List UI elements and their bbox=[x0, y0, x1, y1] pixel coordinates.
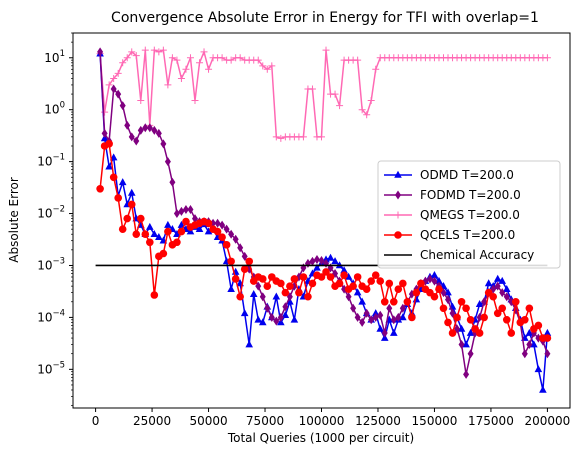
data-point bbox=[404, 298, 412, 306]
data-point bbox=[349, 282, 357, 290]
x-tick-label: 200000 bbox=[525, 414, 571, 428]
data-point bbox=[449, 329, 457, 337]
data-point bbox=[286, 282, 294, 290]
data-point bbox=[223, 241, 231, 249]
data-point bbox=[141, 230, 149, 238]
data-point bbox=[431, 293, 439, 301]
data-point bbox=[178, 228, 186, 236]
data-point bbox=[336, 280, 344, 288]
data-point bbox=[173, 238, 181, 246]
data-point bbox=[137, 215, 145, 223]
data-point bbox=[507, 329, 515, 337]
y-axis-label: Absolute Error bbox=[7, 177, 21, 263]
data-point bbox=[363, 285, 371, 293]
legend-label: Chemical Accuracy bbox=[420, 248, 534, 262]
data-point bbox=[128, 201, 136, 209]
x-axis-label: Total Queries (1000 per circuit) bbox=[227, 431, 414, 445]
data-point bbox=[105, 140, 113, 148]
data-point bbox=[218, 233, 226, 241]
data-point bbox=[385, 280, 393, 288]
data-point bbox=[300, 273, 308, 281]
data-point bbox=[435, 285, 443, 293]
data-point bbox=[458, 298, 466, 306]
data-point bbox=[413, 289, 421, 297]
data-point bbox=[236, 293, 244, 301]
data-point bbox=[327, 273, 335, 281]
x-tick-label: 0 bbox=[92, 414, 100, 428]
data-point bbox=[440, 304, 448, 312]
data-point bbox=[462, 304, 470, 312]
data-point bbox=[340, 271, 348, 279]
data-point bbox=[526, 304, 534, 312]
data-point bbox=[512, 298, 520, 306]
data-point bbox=[241, 265, 249, 273]
data-point bbox=[381, 298, 389, 306]
data-point bbox=[480, 314, 488, 322]
legend-label: ODMD T=200.0 bbox=[420, 168, 514, 182]
x-tick-label: 175000 bbox=[468, 414, 514, 428]
legend: ODMD T=200.0 FODMD T=200.0 QMEGS T=200.0 QC… bbox=[378, 161, 560, 268]
data-point bbox=[408, 314, 416, 322]
data-point bbox=[503, 316, 511, 324]
data-point bbox=[489, 293, 497, 301]
data-point bbox=[110, 173, 118, 181]
data-point bbox=[164, 228, 172, 236]
data-point bbox=[151, 291, 159, 299]
data-point bbox=[399, 280, 407, 288]
legend-label: FODMD T=200.0 bbox=[420, 188, 521, 202]
x-tick-label: 75000 bbox=[246, 414, 284, 428]
data-point bbox=[282, 289, 290, 297]
data-point bbox=[309, 280, 317, 288]
data-point bbox=[160, 250, 168, 258]
data-point bbox=[123, 215, 131, 223]
data-point bbox=[263, 282, 271, 290]
data-point bbox=[376, 277, 384, 285]
data-point bbox=[227, 258, 235, 266]
data-point bbox=[498, 304, 506, 312]
data-point bbox=[232, 275, 240, 283]
x-tick-label: 150000 bbox=[412, 414, 458, 428]
data-point bbox=[444, 319, 452, 327]
data-point bbox=[467, 316, 475, 324]
chart-title: Convergence Absolute Error in Energy for… bbox=[111, 10, 539, 26]
data-point bbox=[521, 316, 529, 324]
x-tick-label: 25000 bbox=[133, 414, 171, 428]
data-point bbox=[476, 329, 484, 337]
data-point bbox=[277, 280, 285, 288]
data-point bbox=[259, 275, 267, 283]
data-point bbox=[114, 194, 122, 202]
data-point bbox=[245, 258, 253, 266]
data-point bbox=[304, 293, 312, 301]
data-point bbox=[535, 322, 543, 330]
data-point bbox=[354, 273, 362, 281]
data-point bbox=[453, 314, 461, 322]
data-point bbox=[96, 185, 104, 193]
data-point bbox=[119, 225, 127, 233]
legend-label: QMEGS T=200.0 bbox=[420, 208, 520, 222]
x-tick-label: 125000 bbox=[355, 414, 401, 428]
data-point bbox=[291, 275, 299, 283]
legend-marker bbox=[394, 231, 402, 239]
data-point bbox=[390, 298, 398, 306]
data-point bbox=[132, 230, 140, 238]
data-point bbox=[544, 334, 552, 342]
data-point bbox=[295, 289, 303, 297]
x-tick-label: 50000 bbox=[189, 414, 227, 428]
x-tick-label: 100000 bbox=[299, 414, 345, 428]
legend-label: QCELS T=200.0 bbox=[420, 228, 515, 242]
data-point bbox=[146, 238, 154, 246]
